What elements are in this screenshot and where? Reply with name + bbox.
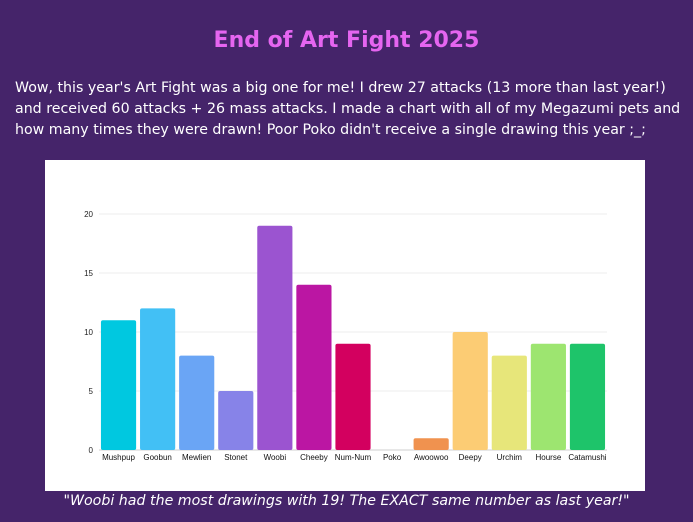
bar-goobun [140, 308, 176, 450]
x-category-label: Awoowoo [414, 453, 449, 462]
x-category-label: Goobun [143, 453, 171, 462]
bar-stonet [218, 391, 254, 450]
bar-chart: 0 5 10 15 20 Mushpup Goobun Mewlien Stonet Woobi C… [45, 160, 645, 491]
bar-num-num [335, 343, 371, 450]
bar-catamushi [569, 343, 606, 450]
bar-woobi [257, 225, 293, 450]
chart-caption: "Woobi had the most drawings with 19! Th… [63, 493, 630, 509]
intro-paragraph: Wow, this year's Art Fight was a big one… [15, 80, 681, 138]
bar-chart-svg: 0 5 10 15 20 Mushpup Goobun Mewlien Stonet Woobi C… [84, 210, 607, 462]
x-category-label: Cheeby [300, 453, 328, 462]
bar-mushpup [100, 320, 137, 450]
x-category-label: Num-Num [335, 453, 372, 462]
y-tick-label: 0 [89, 446, 94, 455]
x-category-label: Catamushi [568, 453, 606, 462]
page-title: End of Art Fight 2025 [213, 28, 480, 53]
bar-awoowoo [413, 438, 449, 450]
bar-deepy [452, 332, 488, 450]
x-category-label: Hourse [535, 453, 561, 462]
bar-urchim [491, 355, 527, 450]
y-tick-label: 15 [84, 269, 93, 278]
x-category-label: Stonet [224, 453, 248, 462]
bar-cheeby [296, 284, 332, 450]
y-tick-label: 5 [89, 387, 94, 396]
bar-mewlien [179, 355, 215, 450]
x-category-label: Poko [383, 453, 402, 462]
x-category-label: Woobi [264, 453, 287, 462]
x-category-label: Mewlien [182, 453, 211, 462]
x-category-label: Deepy [459, 453, 482, 462]
y-tick-label: 10 [84, 328, 93, 337]
y-tick-label: 20 [84, 210, 93, 219]
bar-hourse [530, 343, 566, 450]
x-category-label: Urchim [497, 453, 523, 462]
x-category-label: Mushpup [102, 453, 135, 462]
